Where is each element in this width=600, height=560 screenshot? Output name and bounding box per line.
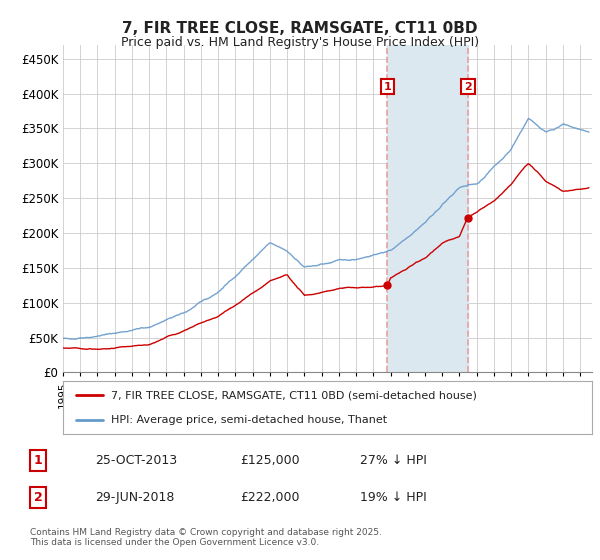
Text: £222,000: £222,000 [240, 491, 299, 504]
Text: HPI: Average price, semi-detached house, Thanet: HPI: Average price, semi-detached house,… [110, 414, 387, 424]
Bar [388, 45, 468, 372]
Text: 1: 1 [34, 454, 43, 467]
Text: 27% ↓ HPI: 27% ↓ HPI [360, 454, 427, 467]
Text: 7, FIR TREE CLOSE, RAMSGATE, CT11 0BD: 7, FIR TREE CLOSE, RAMSGATE, CT11 0BD [122, 21, 478, 36]
Text: £125,000: £125,000 [240, 454, 299, 467]
Text: 19% ↓ HPI: 19% ↓ HPI [360, 491, 427, 504]
Text: 2: 2 [464, 82, 472, 92]
Text: 25-OCT-2013: 25-OCT-2013 [95, 454, 177, 467]
Text: 2: 2 [34, 491, 43, 504]
Text: 7, FIR TREE CLOSE, RAMSGATE, CT11 0BD (semi-detached house): 7, FIR TREE CLOSE, RAMSGATE, CT11 0BD (s… [110, 390, 476, 400]
Text: 29-JUN-2018: 29-JUN-2018 [95, 491, 175, 504]
Text: Contains HM Land Registry data © Crown copyright and database right 2025.
This d: Contains HM Land Registry data © Crown c… [30, 528, 382, 547]
Text: 1: 1 [383, 82, 391, 92]
Text: Price paid vs. HM Land Registry's House Price Index (HPI): Price paid vs. HM Land Registry's House … [121, 36, 479, 49]
